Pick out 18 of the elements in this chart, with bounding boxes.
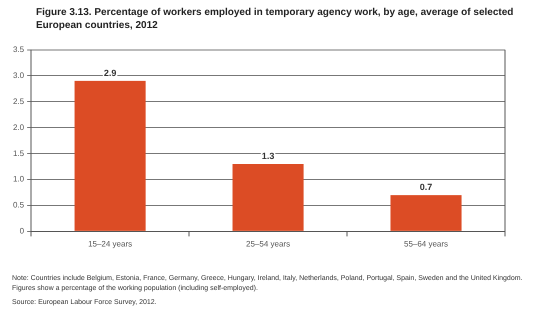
bar	[390, 195, 462, 231]
data-label: 1.3	[262, 150, 274, 161]
y-tick-label: 0	[20, 226, 25, 236]
y-tick-label: 2.0	[12, 122, 25, 132]
y-tick-label: 0.5	[12, 200, 25, 210]
y-tick-label: 3.0	[12, 70, 25, 80]
y-tick-label: 1.0	[12, 174, 25, 184]
bar	[232, 164, 304, 231]
data-label: 0.7	[420, 182, 432, 192]
x-tick-label: 25–54 years	[246, 239, 290, 248]
bar	[74, 80, 146, 231]
y-tick-label: 3.5	[12, 45, 25, 54]
chart-title: Figure 3.13. Percentage of workers employed in temporary agency work, by age, average of selected European countries, 2012	[35, 6, 514, 33]
y-tick-label: 1.5	[12, 148, 25, 158]
data-label: 2.9	[104, 68, 116, 78]
x-tick-label: 55–64 years	[404, 239, 448, 248]
y-tick-label: 2.5	[12, 96, 25, 106]
x-tick-label: 15–24 years	[88, 239, 132, 248]
